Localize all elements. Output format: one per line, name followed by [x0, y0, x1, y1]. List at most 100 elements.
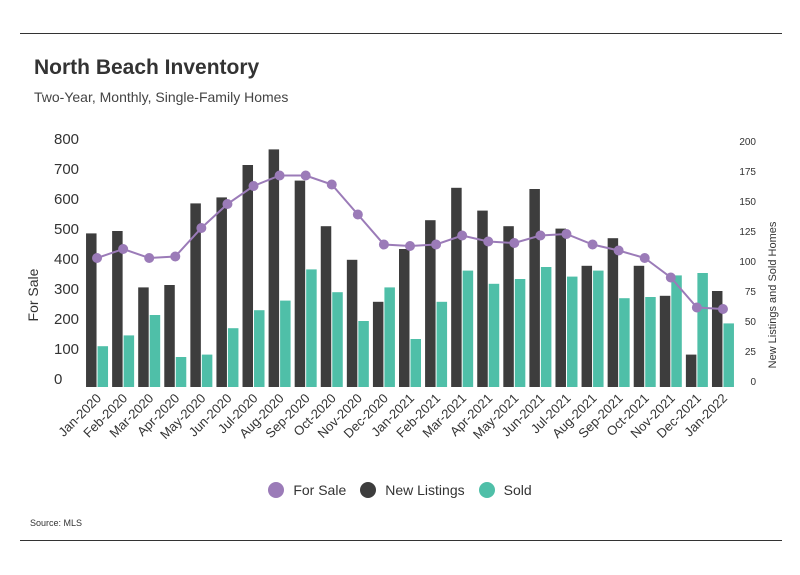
right-axis-tick-label: 125: [739, 227, 756, 238]
legend-swatch-sold: [478, 482, 495, 498]
legend-label-new-listings: New Listings: [385, 482, 465, 498]
legend-swatch-for-sale: [268, 482, 285, 498]
left-axis-tick-label: 300: [54, 281, 79, 298]
new-listings-bar: [372, 301, 384, 387]
sold-bar: [97, 346, 109, 387]
top-rule: [20, 33, 782, 34]
sold-bar: [410, 339, 421, 387]
for-sale-point: [431, 239, 442, 250]
legend-item-new-listings: New Listings: [360, 482, 465, 498]
sold-bar: [462, 270, 474, 387]
sold-bar: [254, 310, 265, 387]
left-axis-tick-label: 700: [54, 161, 79, 178]
for-sale-point: [222, 199, 233, 209]
new-listings-bar: [399, 249, 410, 387]
new-listings-bar: [216, 197, 227, 387]
right-axis-tick-label: 100: [739, 257, 756, 268]
sold-bar: [280, 300, 291, 387]
new-listings-bar: [659, 295, 671, 387]
new-listings-bar: [633, 265, 645, 387]
for-sale-point: [300, 170, 311, 181]
new-listings-bar: [138, 287, 149, 387]
right-axis-tick-label: 200: [739, 137, 756, 148]
left-axis-tick-label: 0: [54, 371, 62, 388]
for-sale-point: [248, 181, 259, 191]
legend-swatch-new-listings: [360, 482, 377, 498]
right-axis-label: New Listings and Sold Homes: [767, 221, 779, 368]
legend-item-for-sale: For Sale: [268, 482, 346, 498]
new-listings-bar: [190, 203, 201, 387]
left-axis-tick-label: 500: [54, 221, 79, 238]
right-axis: 0 25 50 75 100 125 150 175 200: [739, 137, 756, 388]
new-listings-bar: [529, 189, 540, 387]
for-sale-point: [352, 209, 363, 220]
for-sale-point: [483, 236, 494, 247]
for-sale-point: [535, 230, 546, 241]
for-sale-point: [274, 170, 285, 181]
sold-bar: [384, 287, 395, 387]
new-listings-bar: [425, 220, 436, 387]
new-listings-bar: [294, 180, 306, 387]
left-axis-tick-label: 400: [54, 251, 79, 268]
new-listings-bar: [503, 226, 514, 387]
for-sale-point: [457, 230, 468, 241]
bars-layer: [86, 149, 734, 387]
sold-bar: [697, 273, 708, 387]
new-listings-bar: [268, 149, 280, 387]
sold-bar: [645, 297, 656, 387]
sold-bar: [227, 328, 239, 387]
for-sale-point: [378, 239, 389, 250]
sold-bar: [671, 275, 682, 387]
right-axis-tick-label: 25: [745, 347, 757, 358]
left-axis: 0 100 200 300 400 500 600 700 800: [54, 131, 79, 388]
for-sale-point: [561, 229, 572, 239]
for-sale-point: [665, 272, 676, 283]
sold-bar: [201, 354, 213, 387]
sold-bar: [514, 279, 526, 387]
new-listings-bar: [346, 259, 358, 387]
for-sale-point: [717, 304, 728, 314]
new-listings-bar: [451, 187, 462, 387]
new-listings-bar: [711, 291, 723, 387]
right-axis-tick-label: 175: [739, 167, 756, 178]
left-axis-tick-label: 100: [54, 341, 79, 358]
legend: For Sale New Listings Sold: [0, 482, 800, 498]
new-listings-bar: [242, 165, 254, 387]
new-listings-bar: [112, 231, 123, 387]
for-sale-point: [118, 244, 129, 254]
sold-bar: [566, 276, 578, 387]
new-listings-bar: [685, 354, 697, 387]
sold-bar: [306, 269, 317, 387]
sold-bar: [358, 321, 369, 387]
for-sale-line-layer: [92, 170, 728, 314]
new-listings-bar: [477, 210, 488, 387]
for-sale-point: [170, 251, 181, 262]
x-axis: Jan-2020Feb-2020Mar-2020Apr-2020May-2020…: [55, 391, 730, 442]
new-listings-bar: [86, 233, 97, 387]
bottom-rule: [20, 540, 782, 541]
left-axis-label: For Sale: [25, 268, 41, 321]
for-sale-point: [691, 302, 702, 313]
new-listings-bar: [581, 265, 593, 387]
right-axis-tick-label: 50: [745, 317, 757, 328]
sold-bar: [332, 292, 343, 387]
for-sale-point: [405, 241, 415, 251]
new-listings-bar: [555, 228, 566, 387]
new-listings-bar: [320, 226, 332, 387]
right-axis-tick-label: 150: [739, 197, 756, 208]
chart-subtitle: Two-Year, Monthly, Single-Family Homes: [34, 89, 289, 105]
legend-label-for-sale: For Sale: [293, 482, 347, 498]
sold-bar: [593, 270, 604, 387]
for-sale-point: [613, 245, 624, 256]
sold-bar: [619, 298, 630, 387]
sold-bar: [175, 357, 187, 387]
chart-title: North Beach Inventory: [34, 56, 260, 79]
sold-bar: [723, 323, 734, 387]
for-sale-point: [639, 253, 650, 263]
legend-item-sold: Sold: [478, 482, 532, 498]
legend-label-sold: Sold: [503, 482, 532, 498]
sold-bar: [540, 267, 552, 387]
sold-bar: [436, 301, 448, 387]
for-sale-point: [587, 239, 598, 250]
